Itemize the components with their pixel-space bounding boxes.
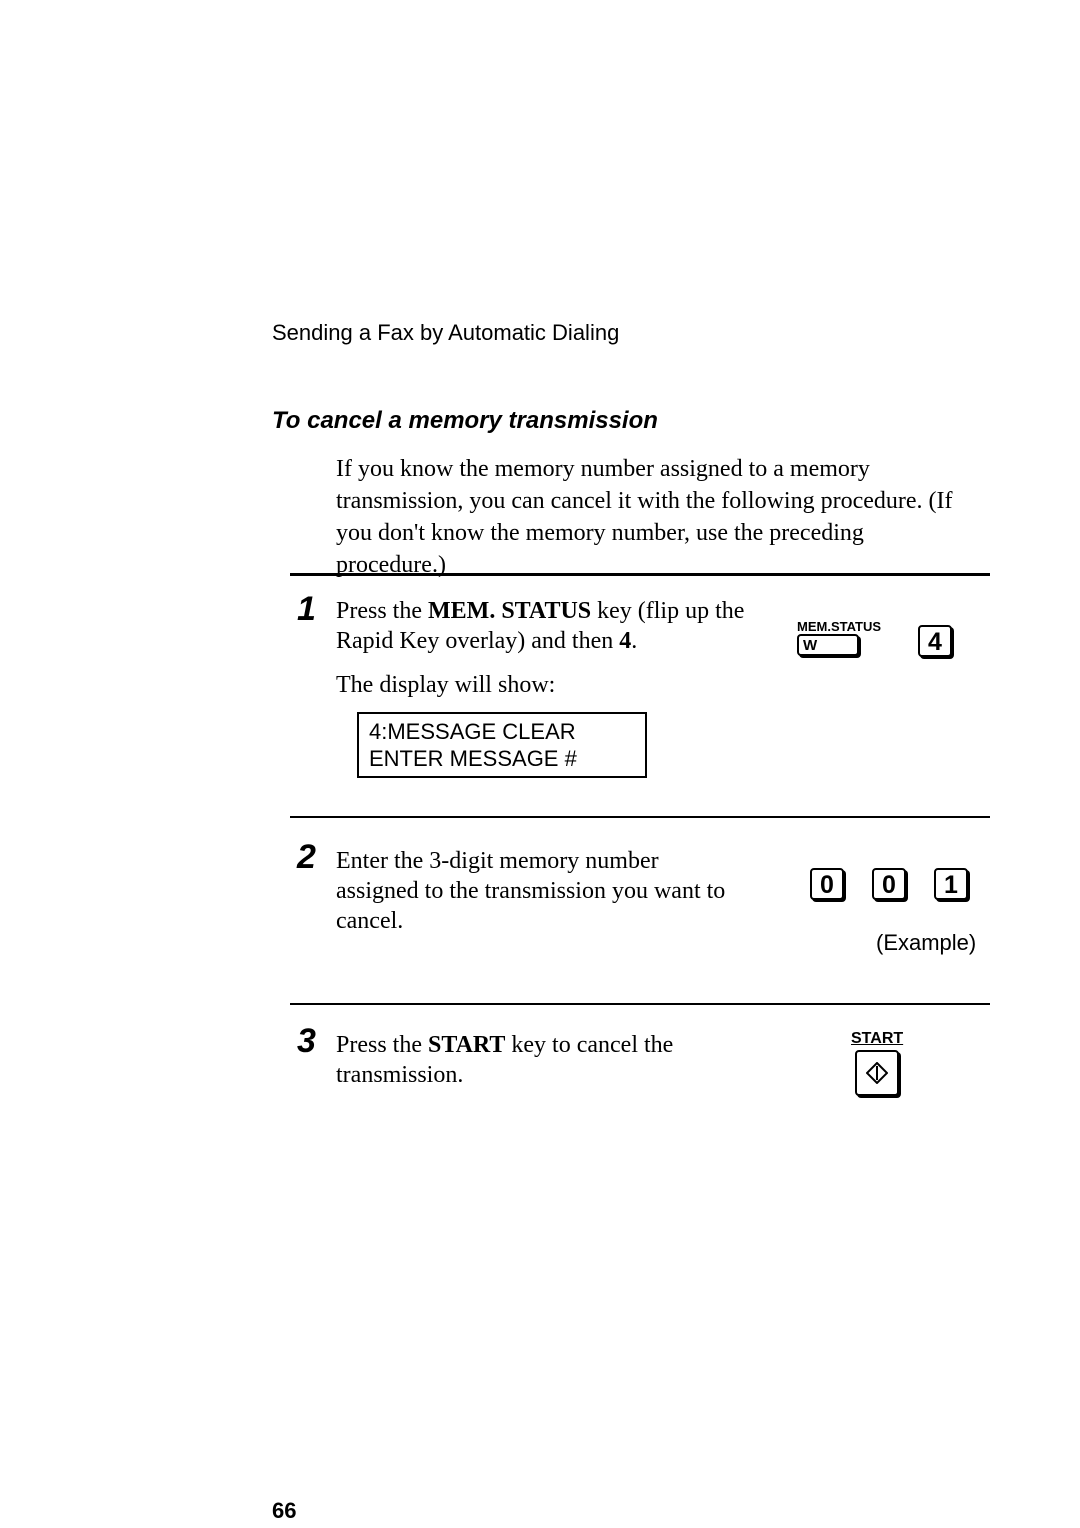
display-line-1: 4:MESSAGE CLEAR: [369, 718, 635, 745]
digit-ref: 4: [619, 628, 631, 654]
intro-paragraph: If you know the memory number assigned t…: [336, 453, 976, 581]
step-number: 1: [297, 590, 316, 629]
step-number: 2: [297, 838, 316, 877]
section-heading: To cancel a memory transmission: [272, 407, 658, 435]
text: Press the: [336, 598, 428, 624]
mem-status-key: W: [797, 634, 859, 656]
start-icon: [866, 1062, 888, 1084]
start-label: START: [851, 1030, 903, 1048]
text: .: [631, 628, 637, 654]
divider: [290, 573, 990, 576]
step1-line-a: Press the MEM. STATUS key (flip up the R…: [336, 596, 756, 656]
text: Press the: [336, 1032, 428, 1058]
key-name: MEM. STATUS: [428, 598, 591, 624]
mem-status-key-group: MEM.STATUS W: [797, 619, 877, 656]
digit-key-0: 0: [810, 868, 844, 900]
step-number: 3: [297, 1022, 316, 1061]
step3-text: Press the START key to cancel the transm…: [336, 1030, 736, 1090]
digit-key-4: 4: [918, 625, 952, 657]
step1-line-b: The display will show:: [336, 670, 756, 700]
start-key: [855, 1050, 899, 1096]
key-name: START: [428, 1032, 505, 1058]
step2-text: Enter the 3-digit memory number assigned…: [336, 846, 736, 936]
digit-key-1: 1: [934, 868, 968, 900]
divider: [290, 1003, 990, 1005]
start-key-group: START: [851, 1030, 903, 1096]
lcd-display: 4:MESSAGE CLEAR ENTER MESSAGE #: [357, 712, 647, 778]
digit-key-0: 0: [872, 868, 906, 900]
mem-status-label: MEM.STATUS: [797, 619, 877, 634]
divider: [290, 816, 990, 818]
page-number: 66: [272, 1498, 296, 1524]
running-head: Sending a Fax by Automatic Dialing: [272, 320, 619, 346]
display-line-2: ENTER MESSAGE #: [369, 745, 635, 772]
example-label: (Example): [876, 930, 976, 956]
